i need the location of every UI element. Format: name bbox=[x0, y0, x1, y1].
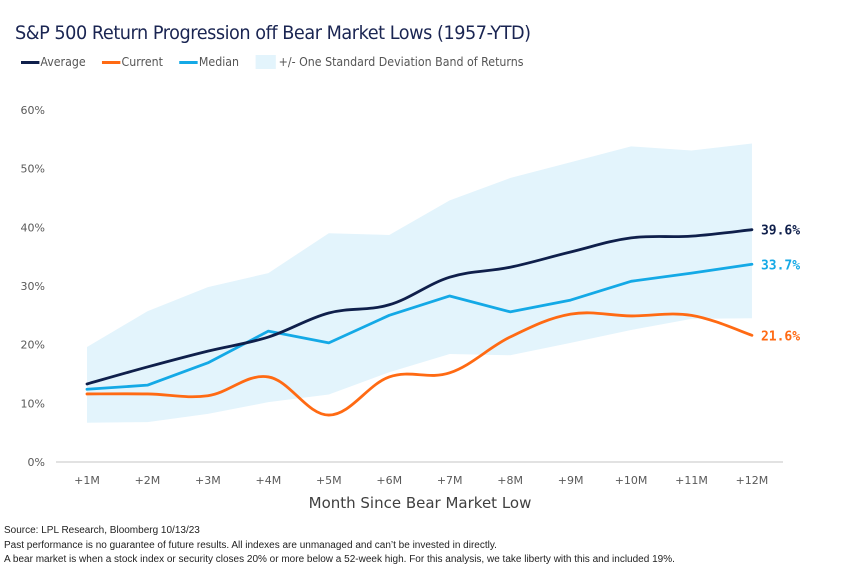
y-tick-label: 60% bbox=[21, 104, 45, 117]
disclaimer-note: Past performance is no guarantee of futu… bbox=[4, 539, 497, 551]
x-tick-label: +1M bbox=[74, 474, 100, 487]
x-tick-label: +10M bbox=[615, 474, 648, 487]
x-tick-label: +8M bbox=[497, 474, 523, 487]
legend-swatch-band bbox=[255, 55, 276, 69]
y-tick-label: 20% bbox=[21, 339, 45, 352]
chart-legend: Average Current Median +/- One Standard … bbox=[21, 55, 540, 69]
y-tick-label: 50% bbox=[21, 163, 45, 176]
x-tick-label: +7M bbox=[437, 474, 463, 487]
legend-swatch-average bbox=[21, 60, 40, 64]
x-tick-label: +9M bbox=[558, 474, 584, 487]
y-tick-label: 0% bbox=[28, 456, 45, 469]
end-label-median: 33.7% bbox=[761, 258, 800, 273]
y-tick-label: 30% bbox=[21, 280, 45, 293]
x-tick-label: +3M bbox=[195, 474, 221, 487]
end-label-average: 39.6% bbox=[761, 224, 800, 239]
x-axis-title: Month Since Bear Market Low bbox=[309, 494, 532, 512]
series-line-median bbox=[85, 262, 754, 391]
legend-label-current: Current bbox=[121, 55, 164, 69]
end-label-current: 21.6% bbox=[761, 329, 800, 344]
x-tick-label: +4M bbox=[255, 474, 281, 487]
x-tick-label: +2M bbox=[135, 474, 161, 487]
legend-label-median: Median bbox=[198, 55, 240, 69]
legend-label-band: +/- One Standard Deviation Band of Retur… bbox=[278, 55, 524, 69]
source-note: Source: LPL Research, Bloomberg 10/13/23 bbox=[4, 525, 200, 536]
legend-label-average: Average bbox=[40, 55, 86, 69]
legend-swatch-median bbox=[179, 60, 198, 64]
definition-note: A bear market is when a stock index or s… bbox=[4, 554, 675, 565]
series-line-average bbox=[85, 228, 754, 386]
legend-item-average: Average bbox=[21, 55, 86, 69]
y-tick-label: 10% bbox=[21, 397, 45, 410]
std-dev-band bbox=[87, 143, 752, 423]
footnotes: Source: LPL Research, Bloomberg 10/13/23… bbox=[4, 524, 675, 568]
legend-item-band: +/- One Standard Deviation Band of Retur… bbox=[255, 55, 524, 69]
legend-item-median: Median bbox=[179, 55, 240, 69]
x-tick-label: +11M bbox=[675, 474, 708, 487]
y-tick-label: 40% bbox=[21, 221, 45, 234]
legend-item-current: Current bbox=[102, 55, 163, 69]
legend-swatch-current bbox=[102, 60, 121, 64]
x-tick-label: +5M bbox=[316, 474, 342, 487]
x-tick-label: +12M bbox=[736, 474, 769, 487]
chart-title: S&P 500 Return Progression off Bear Mark… bbox=[15, 22, 531, 44]
series-line-current bbox=[85, 311, 754, 417]
x-tick-label: +6M bbox=[376, 474, 402, 487]
